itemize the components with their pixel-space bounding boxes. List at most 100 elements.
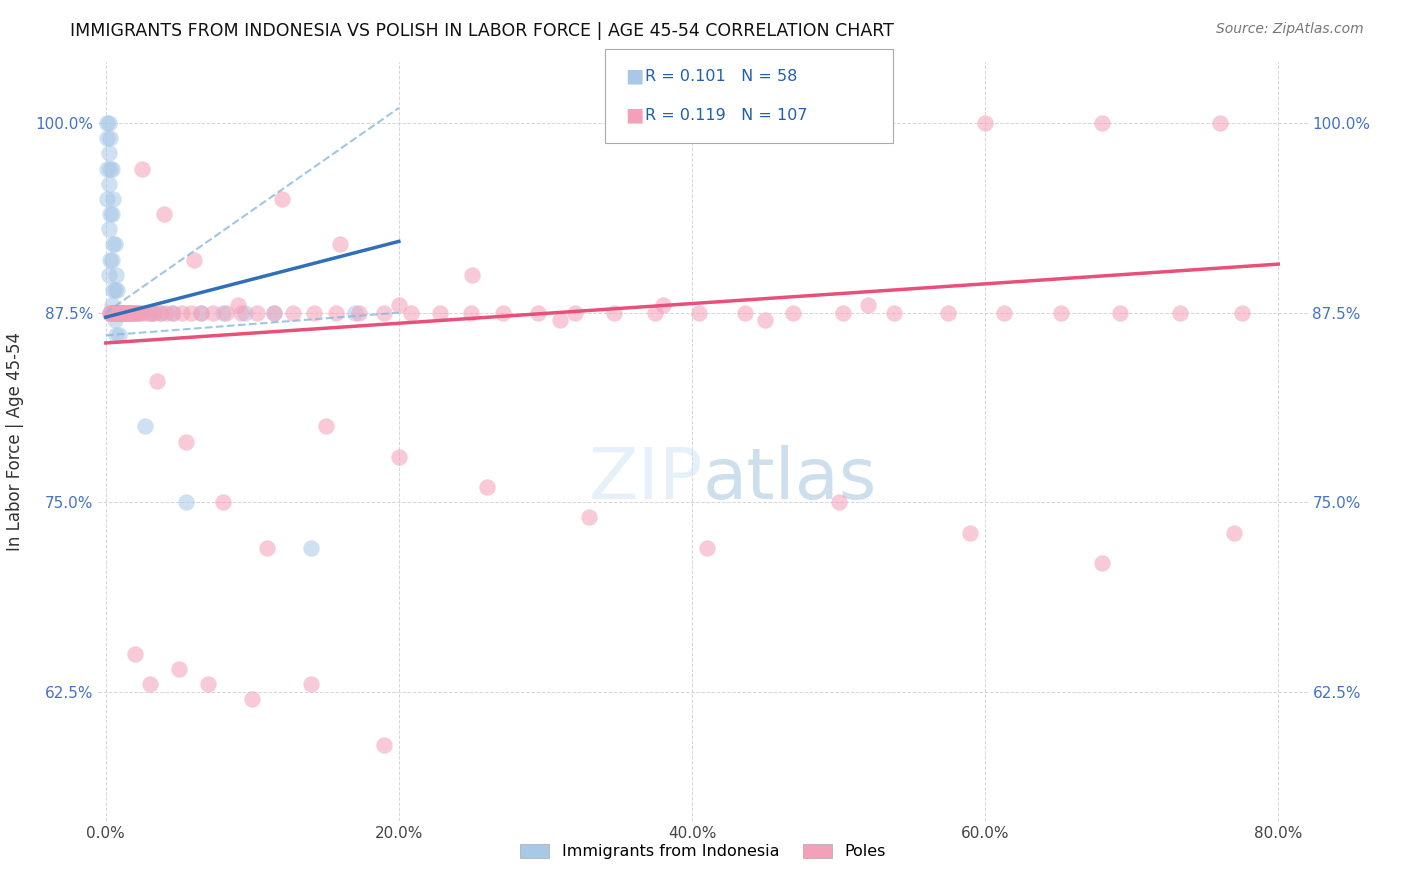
Point bbox=[142, 305, 165, 319]
Point bbox=[100, 161, 122, 176]
Point bbox=[176, 495, 198, 509]
Point bbox=[212, 495, 235, 509]
Point bbox=[373, 738, 395, 752]
Point bbox=[651, 298, 673, 312]
Point bbox=[98, 207, 121, 221]
Point bbox=[197, 677, 219, 691]
Legend: Immigrants from Indonesia, Poles: Immigrants from Indonesia, Poles bbox=[513, 838, 893, 866]
Point bbox=[111, 305, 134, 319]
Point bbox=[299, 541, 322, 555]
Point bbox=[959, 525, 981, 540]
Point bbox=[138, 305, 160, 319]
Point bbox=[688, 305, 710, 319]
Text: ■: ■ bbox=[626, 106, 644, 125]
Point bbox=[263, 305, 285, 319]
Point bbox=[153, 207, 176, 221]
Point bbox=[108, 305, 131, 319]
Point bbox=[149, 305, 172, 319]
Point bbox=[100, 305, 122, 319]
Point bbox=[226, 298, 249, 312]
Point bbox=[388, 298, 411, 312]
Point bbox=[115, 305, 138, 319]
Point bbox=[190, 305, 212, 319]
Point bbox=[270, 192, 292, 206]
Point bbox=[146, 374, 169, 388]
Point bbox=[827, 495, 849, 509]
Point bbox=[100, 207, 122, 221]
Point bbox=[97, 116, 120, 130]
Point bbox=[246, 305, 269, 319]
Point bbox=[98, 305, 121, 319]
Point bbox=[429, 305, 451, 319]
Text: atlas: atlas bbox=[703, 445, 877, 514]
Point bbox=[101, 192, 124, 206]
Point bbox=[1109, 305, 1132, 319]
Point bbox=[100, 252, 122, 267]
Point bbox=[108, 328, 131, 343]
Point bbox=[98, 305, 121, 319]
Point bbox=[117, 305, 139, 319]
Point bbox=[118, 305, 141, 319]
Point bbox=[1223, 525, 1246, 540]
Point bbox=[115, 305, 138, 319]
Point bbox=[938, 305, 960, 319]
Point bbox=[97, 222, 120, 236]
Text: ■: ■ bbox=[626, 67, 644, 86]
Point bbox=[644, 305, 666, 319]
Point bbox=[110, 305, 132, 319]
Point bbox=[96, 116, 118, 130]
Point bbox=[325, 305, 347, 319]
Point bbox=[578, 510, 600, 524]
Point bbox=[856, 298, 879, 312]
Point bbox=[734, 305, 756, 319]
Point bbox=[117, 305, 139, 319]
Point bbox=[603, 305, 626, 319]
Text: Source: ZipAtlas.com: Source: ZipAtlas.com bbox=[1216, 22, 1364, 37]
Point bbox=[167, 662, 190, 676]
Point bbox=[107, 305, 129, 319]
Point bbox=[754, 313, 776, 327]
Point bbox=[111, 305, 134, 319]
Point bbox=[150, 305, 173, 319]
Point bbox=[315, 419, 337, 434]
Point bbox=[112, 305, 135, 319]
Point bbox=[105, 268, 128, 282]
Point bbox=[96, 192, 118, 206]
Point bbox=[373, 305, 395, 319]
Point bbox=[96, 131, 118, 145]
Point bbox=[118, 305, 141, 319]
Point bbox=[117, 305, 139, 319]
Point bbox=[120, 305, 142, 319]
Point bbox=[114, 305, 136, 319]
Point bbox=[134, 305, 156, 319]
Point bbox=[782, 305, 804, 319]
Point bbox=[101, 305, 124, 319]
Point bbox=[124, 647, 146, 661]
Point bbox=[176, 434, 198, 449]
Text: R = 0.119   N = 107: R = 0.119 N = 107 bbox=[645, 108, 808, 123]
Point bbox=[101, 305, 124, 319]
Point bbox=[263, 305, 285, 319]
Point bbox=[215, 305, 238, 319]
Point bbox=[97, 268, 120, 282]
Point bbox=[548, 313, 571, 327]
Point bbox=[101, 305, 124, 319]
Point bbox=[124, 305, 146, 319]
Point bbox=[96, 161, 118, 176]
Point bbox=[114, 305, 136, 319]
Point bbox=[212, 305, 235, 319]
Point bbox=[832, 305, 855, 319]
Point bbox=[98, 305, 121, 319]
Point bbox=[101, 283, 124, 297]
Point bbox=[112, 305, 135, 319]
Point bbox=[302, 305, 325, 319]
Point bbox=[155, 305, 177, 319]
Point bbox=[101, 305, 124, 319]
Point bbox=[110, 305, 132, 319]
Point bbox=[121, 305, 143, 319]
Point bbox=[143, 305, 166, 319]
Point bbox=[233, 305, 256, 319]
Point bbox=[388, 450, 411, 464]
Point bbox=[107, 305, 129, 319]
Point bbox=[993, 305, 1015, 319]
